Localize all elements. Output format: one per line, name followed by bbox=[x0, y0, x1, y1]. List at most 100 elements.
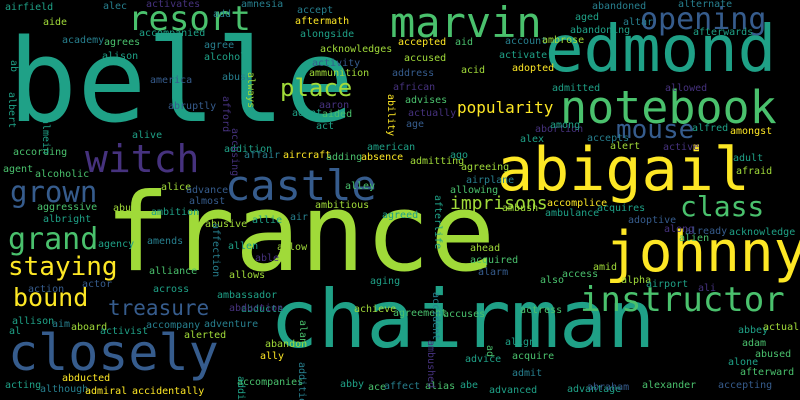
word-albright: albright bbox=[43, 214, 92, 225]
word-allison: allison bbox=[12, 316, 55, 327]
word-accept: accept bbox=[297, 5, 334, 16]
word-abused: abused bbox=[755, 349, 792, 360]
word-staying: staying bbox=[8, 252, 118, 282]
word-accepts: accepts bbox=[587, 133, 630, 144]
word-accuses: accuses bbox=[443, 309, 486, 320]
word-closely: closely bbox=[8, 324, 219, 382]
word-accidentally: accidentally bbox=[132, 386, 205, 397]
word-abducts: abducts bbox=[241, 304, 284, 315]
word-imprisons: imprisons bbox=[450, 193, 548, 214]
word-accomplice: accomplice bbox=[547, 198, 608, 209]
word-afterward: afterward bbox=[740, 367, 795, 378]
word-instructor: instructor bbox=[580, 280, 785, 320]
word-ace: ace bbox=[368, 382, 387, 393]
word-accepting: accepting bbox=[718, 380, 773, 391]
word-accompanies: accompanies bbox=[237, 377, 304, 388]
word-allows: allows bbox=[229, 270, 266, 281]
word-adopted: adopted bbox=[512, 63, 555, 74]
word-popularity: popularity bbox=[457, 98, 554, 117]
word-treasure: treasure bbox=[108, 296, 210, 320]
word-amnesia: amnesia bbox=[241, 0, 284, 10]
word-acknowledges: acknowledges bbox=[320, 44, 393, 55]
word-afford: afford bbox=[220, 96, 231, 133]
word-able: able bbox=[255, 253, 280, 264]
word-abusive: abusive bbox=[205, 219, 248, 230]
word-ambulance: ambulance bbox=[545, 208, 600, 219]
word-america: america bbox=[150, 75, 193, 86]
word-agrees: agrees bbox=[104, 37, 141, 48]
word-adopt: adopt bbox=[292, 108, 323, 119]
word-alcoholic: alcoholic bbox=[35, 169, 90, 180]
word-ambassador: ambassador bbox=[217, 290, 278, 301]
word-grand: grand bbox=[8, 222, 99, 257]
word-aided: aided bbox=[322, 109, 353, 120]
word-afraid: afraid bbox=[736, 166, 773, 177]
word-afterwards: afterwards bbox=[693, 27, 754, 38]
word-place: place bbox=[280, 74, 353, 102]
word-almost: almost bbox=[189, 196, 226, 207]
word-chairman: chairman bbox=[270, 273, 656, 366]
word-advance: advance bbox=[186, 185, 229, 196]
word-abigail: abigail bbox=[497, 135, 750, 205]
word-castle: castle bbox=[225, 161, 377, 210]
word-abraham: abraham bbox=[587, 382, 630, 393]
word-accusing: accusing bbox=[229, 128, 240, 177]
word-affair: affair bbox=[244, 150, 281, 161]
word-activist: activist bbox=[100, 326, 149, 337]
word-ambitious: ambitious bbox=[315, 200, 370, 211]
word-adventure: adventure bbox=[204, 319, 259, 330]
word-aftermath: aftermath bbox=[295, 16, 350, 27]
word-alliance: alliance bbox=[149, 266, 198, 277]
word-albert: albert bbox=[6, 92, 17, 129]
word-air: air bbox=[290, 212, 309, 223]
word-abandoned: abandoned bbox=[592, 1, 647, 12]
word-ad: ad bbox=[484, 345, 495, 358]
word-al: al bbox=[9, 326, 22, 337]
word-ab: ab bbox=[8, 60, 19, 73]
word-act: act bbox=[316, 121, 335, 132]
word-advanced: advanced bbox=[489, 385, 538, 396]
word-age: age bbox=[406, 119, 425, 130]
word-opening: opening bbox=[640, 2, 767, 37]
word-amends: amends bbox=[147, 236, 184, 247]
word-altar: altar bbox=[623, 17, 654, 28]
word-allow: allow bbox=[277, 242, 308, 253]
word-according: according bbox=[13, 147, 68, 158]
word-account: account bbox=[505, 36, 548, 47]
word-alert: alert bbox=[610, 141, 641, 152]
word-across: across bbox=[153, 284, 190, 295]
word-class: class bbox=[680, 190, 765, 223]
word-edmond: edmond bbox=[545, 13, 777, 87]
word-ambition: ambition bbox=[151, 207, 200, 218]
word-ali: ali bbox=[698, 283, 717, 294]
word-airport: airport bbox=[646, 279, 689, 290]
word-addition: addition bbox=[224, 144, 273, 155]
word-mouse: mouse bbox=[616, 115, 695, 145]
word-african: african bbox=[393, 82, 436, 93]
word-aaron: aaron bbox=[319, 100, 350, 111]
word-admitting: admitting bbox=[410, 156, 465, 167]
word-always: always bbox=[245, 72, 256, 109]
word-acknowledge: acknowledge bbox=[729, 227, 796, 238]
word-acting: acting bbox=[5, 380, 42, 391]
word-although: although bbox=[40, 384, 89, 395]
word-alley: alley bbox=[345, 181, 376, 192]
word-among: among bbox=[550, 120, 581, 131]
word-ally: ally bbox=[260, 351, 285, 362]
word-acid: acid bbox=[461, 65, 486, 76]
word-aboard: aboard bbox=[71, 322, 108, 333]
word-marvin: marvin bbox=[390, 0, 542, 47]
word-afterlife: afterlife bbox=[432, 195, 443, 250]
word-along: along bbox=[664, 224, 695, 235]
word-acquires: acquires bbox=[597, 203, 646, 214]
word-access: access bbox=[562, 269, 599, 280]
word-addict: addict bbox=[235, 376, 246, 400]
word-ambrose: ambrose bbox=[542, 35, 585, 46]
word-alone: alone bbox=[728, 357, 759, 368]
word-align: align bbox=[505, 337, 536, 348]
word-admit: admit bbox=[512, 368, 543, 379]
word-agency: agency bbox=[98, 239, 135, 250]
word-abortion: abortion bbox=[535, 124, 584, 135]
word-absence: absence bbox=[361, 152, 404, 163]
